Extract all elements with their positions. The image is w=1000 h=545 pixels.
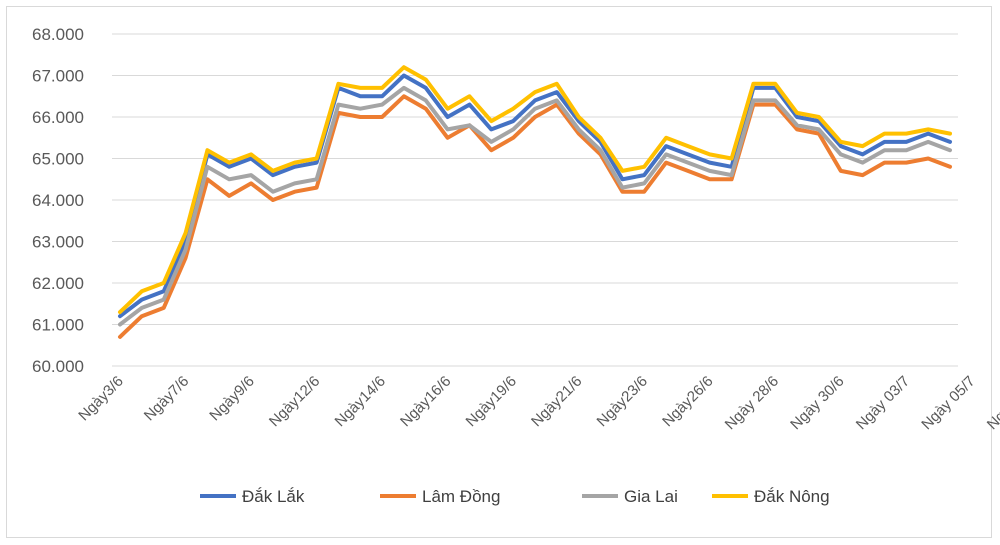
legend-item-3: Gia Lai	[582, 487, 678, 506]
x-tick-label: Ngày26/6	[659, 373, 716, 430]
y-tick-label: 61.000	[32, 316, 84, 335]
y-tick-label: 67.000	[32, 67, 84, 86]
x-tick-label: Ngày21/6	[528, 373, 585, 430]
x-tick-label: Ngày 05/7	[918, 373, 978, 433]
y-tick-label: 68.000	[32, 25, 84, 44]
x-tick-label: Ngày23/6	[594, 373, 651, 430]
legend-label: Đắk Lắk	[242, 487, 305, 506]
x-tick-label: Ngày 30/6	[787, 373, 847, 433]
x-tick-label: Ngày7/6	[141, 373, 193, 425]
y-tick-label: 64.000	[32, 191, 84, 210]
legend-label: Lâm Đồng	[422, 487, 500, 506]
y-tick-label: 66.000	[32, 108, 84, 127]
legend-item-4: Đắk Nông	[712, 487, 830, 506]
legend: Đắk Lắk Lâm Đồng Gia Lai Đắk Nông	[200, 487, 830, 506]
series-lines	[118, 65, 952, 339]
x-tick-label: Ngày 28/6	[722, 373, 782, 433]
x-tick-label: Ngày 07/7	[984, 373, 1000, 433]
y-tick-label: 62.000	[32, 274, 84, 293]
y-tick-label: 65.000	[32, 150, 84, 169]
series-line-2	[118, 94, 952, 339]
x-tick-label: Ngày19/6	[463, 373, 520, 430]
x-tick-label: Ngày 03/7	[853, 373, 913, 433]
x-tick-label: Ngày12/6	[266, 373, 323, 430]
x-axis: Ngày3/6 Ngày7/6 Ngày9/6 Ngày12/6 Ngày14/6 Ngà…	[75, 373, 1000, 433]
legend-label: Gia Lai	[624, 487, 678, 506]
y-axis: 60.000 61.000 62.000 63.000 64.000 65.000 66.0…	[32, 25, 84, 376]
series-line-1	[118, 73, 952, 319]
legend-item-2: Lâm Đồng	[380, 487, 500, 506]
series-line-4	[118, 65, 952, 315]
x-tick-label: Ngày3/6	[75, 373, 127, 425]
x-tick-label: Ngày14/6	[332, 373, 389, 430]
legend-item-1: Đắk Lắk	[200, 487, 305, 506]
legend-label: Đắk Nông	[754, 487, 830, 506]
x-tick-label: Ngày9/6	[206, 373, 258, 425]
y-tick-label: 60.000	[32, 357, 84, 376]
gridlines	[112, 33, 958, 367]
series-line-3	[118, 85, 952, 327]
x-tick-label: Ngày16/6	[397, 373, 454, 430]
y-tick-label: 63.000	[32, 233, 84, 252]
